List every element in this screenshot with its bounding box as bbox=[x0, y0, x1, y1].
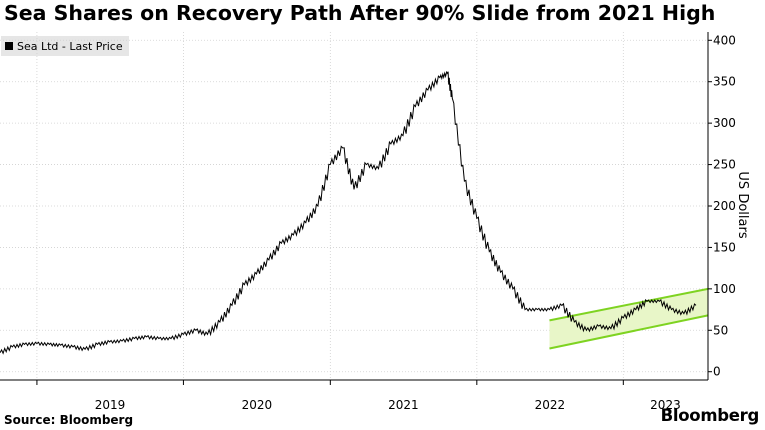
x-tick-label: 2023 bbox=[650, 398, 681, 412]
chart-title: Sea Shares on Recovery Path After 90% Sl… bbox=[4, 1, 716, 25]
y-tick-label: 300 bbox=[713, 116, 736, 130]
x-tick-label: 2021 bbox=[388, 398, 419, 412]
x-axis: 2019 2020 2021 2022 2023 bbox=[0, 379, 708, 412]
x-tick-label: 2020 bbox=[242, 398, 273, 412]
y-tick-label: 50 bbox=[713, 323, 728, 337]
y-tick-label: 150 bbox=[713, 240, 736, 254]
y-tick-label: 100 bbox=[713, 282, 736, 296]
trend-channel bbox=[549, 287, 709, 350]
y-tick-label: 250 bbox=[713, 158, 736, 172]
bloomberg-logo: Bloomberg bbox=[660, 406, 760, 425]
chart-legend: Sea Ltd - Last Price bbox=[1, 36, 129, 56]
x-tick-label: 2019 bbox=[95, 398, 126, 412]
y-tick-label: 0 bbox=[713, 365, 721, 379]
series-line bbox=[0, 70, 697, 355]
channel-lower-line bbox=[549, 314, 709, 350]
y-tick-label: 400 bbox=[713, 33, 736, 47]
y-axis-title: US Dollars bbox=[735, 171, 750, 238]
price-series bbox=[0, 70, 697, 355]
grid-lines bbox=[0, 32, 708, 380]
legend-label: Sea Ltd - Last Price bbox=[17, 39, 123, 53]
channel-upper-line bbox=[549, 287, 709, 322]
y-tick-label: 350 bbox=[713, 75, 736, 89]
channel-fill bbox=[549, 288, 708, 349]
source-note: Source: Bloomberg bbox=[4, 413, 134, 427]
legend-swatch bbox=[5, 42, 13, 50]
y-axis: 0 50 100 150 200 250 300 350 400 bbox=[707, 32, 736, 380]
x-tick-label: 2022 bbox=[535, 398, 566, 412]
y-tick-label: 200 bbox=[713, 199, 736, 213]
